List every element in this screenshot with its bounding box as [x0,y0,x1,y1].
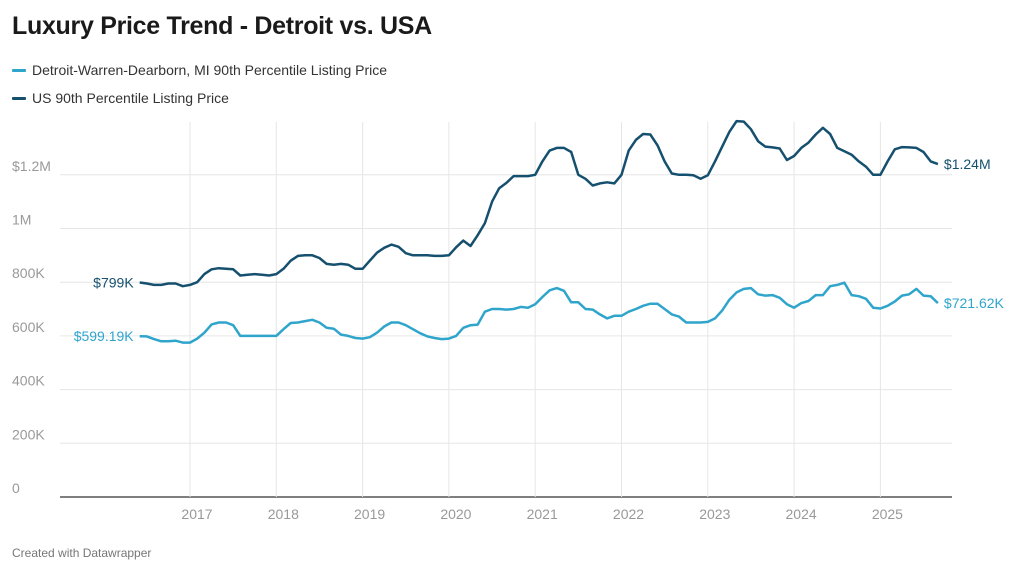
x-tick-label: 2018 [268,506,299,522]
y-tick-label: $1.2M [12,158,51,174]
x-tick-label: 2020 [440,506,471,522]
start-value-label-detroit: $599.19K [74,328,135,344]
y-tick-label: 800K [12,265,45,281]
y-tick-label: 0 [12,480,20,496]
x-tick-label: 2022 [613,506,644,522]
legend-label-detroit: Detroit-Warren-Dearborn, MI 90th Percent… [32,62,388,78]
y-tick-label: 200K [12,426,45,442]
legend-swatch-detroit [12,68,26,72]
x-tick-label: 2019 [354,506,385,522]
chart-title: Luxury Price Trend - Detroit vs. USA [12,12,432,40]
y-tick-label: 1M [12,212,31,228]
footer-credit: Created with Datawrapper [12,546,152,560]
end-value-label-detroit: $721.62K [944,295,1005,311]
legend-item-us: US 90th Percentile Listing Price [12,90,229,106]
y-tick-label: 600K [12,319,45,335]
x-tick-label: 2017 [181,506,212,522]
series-line-detroit [139,281,939,344]
legend-item-detroit: Detroit-Warren-Dearborn, MI 90th Percent… [12,62,387,78]
x-tick-label: 2024 [786,506,817,522]
legend-swatch-us [12,96,26,100]
x-tick-label: 2021 [527,506,558,522]
y-tick-label: 400K [12,373,45,389]
end-value-label-us: $1.24M [944,156,991,172]
x-tick-label: 2025 [872,506,903,522]
start-value-label-us: $799K [93,274,134,290]
legend-label-us: US 90th Percentile Listing Price [32,90,229,106]
x-tick-label: 2023 [699,506,730,522]
series-line-us [139,119,939,288]
